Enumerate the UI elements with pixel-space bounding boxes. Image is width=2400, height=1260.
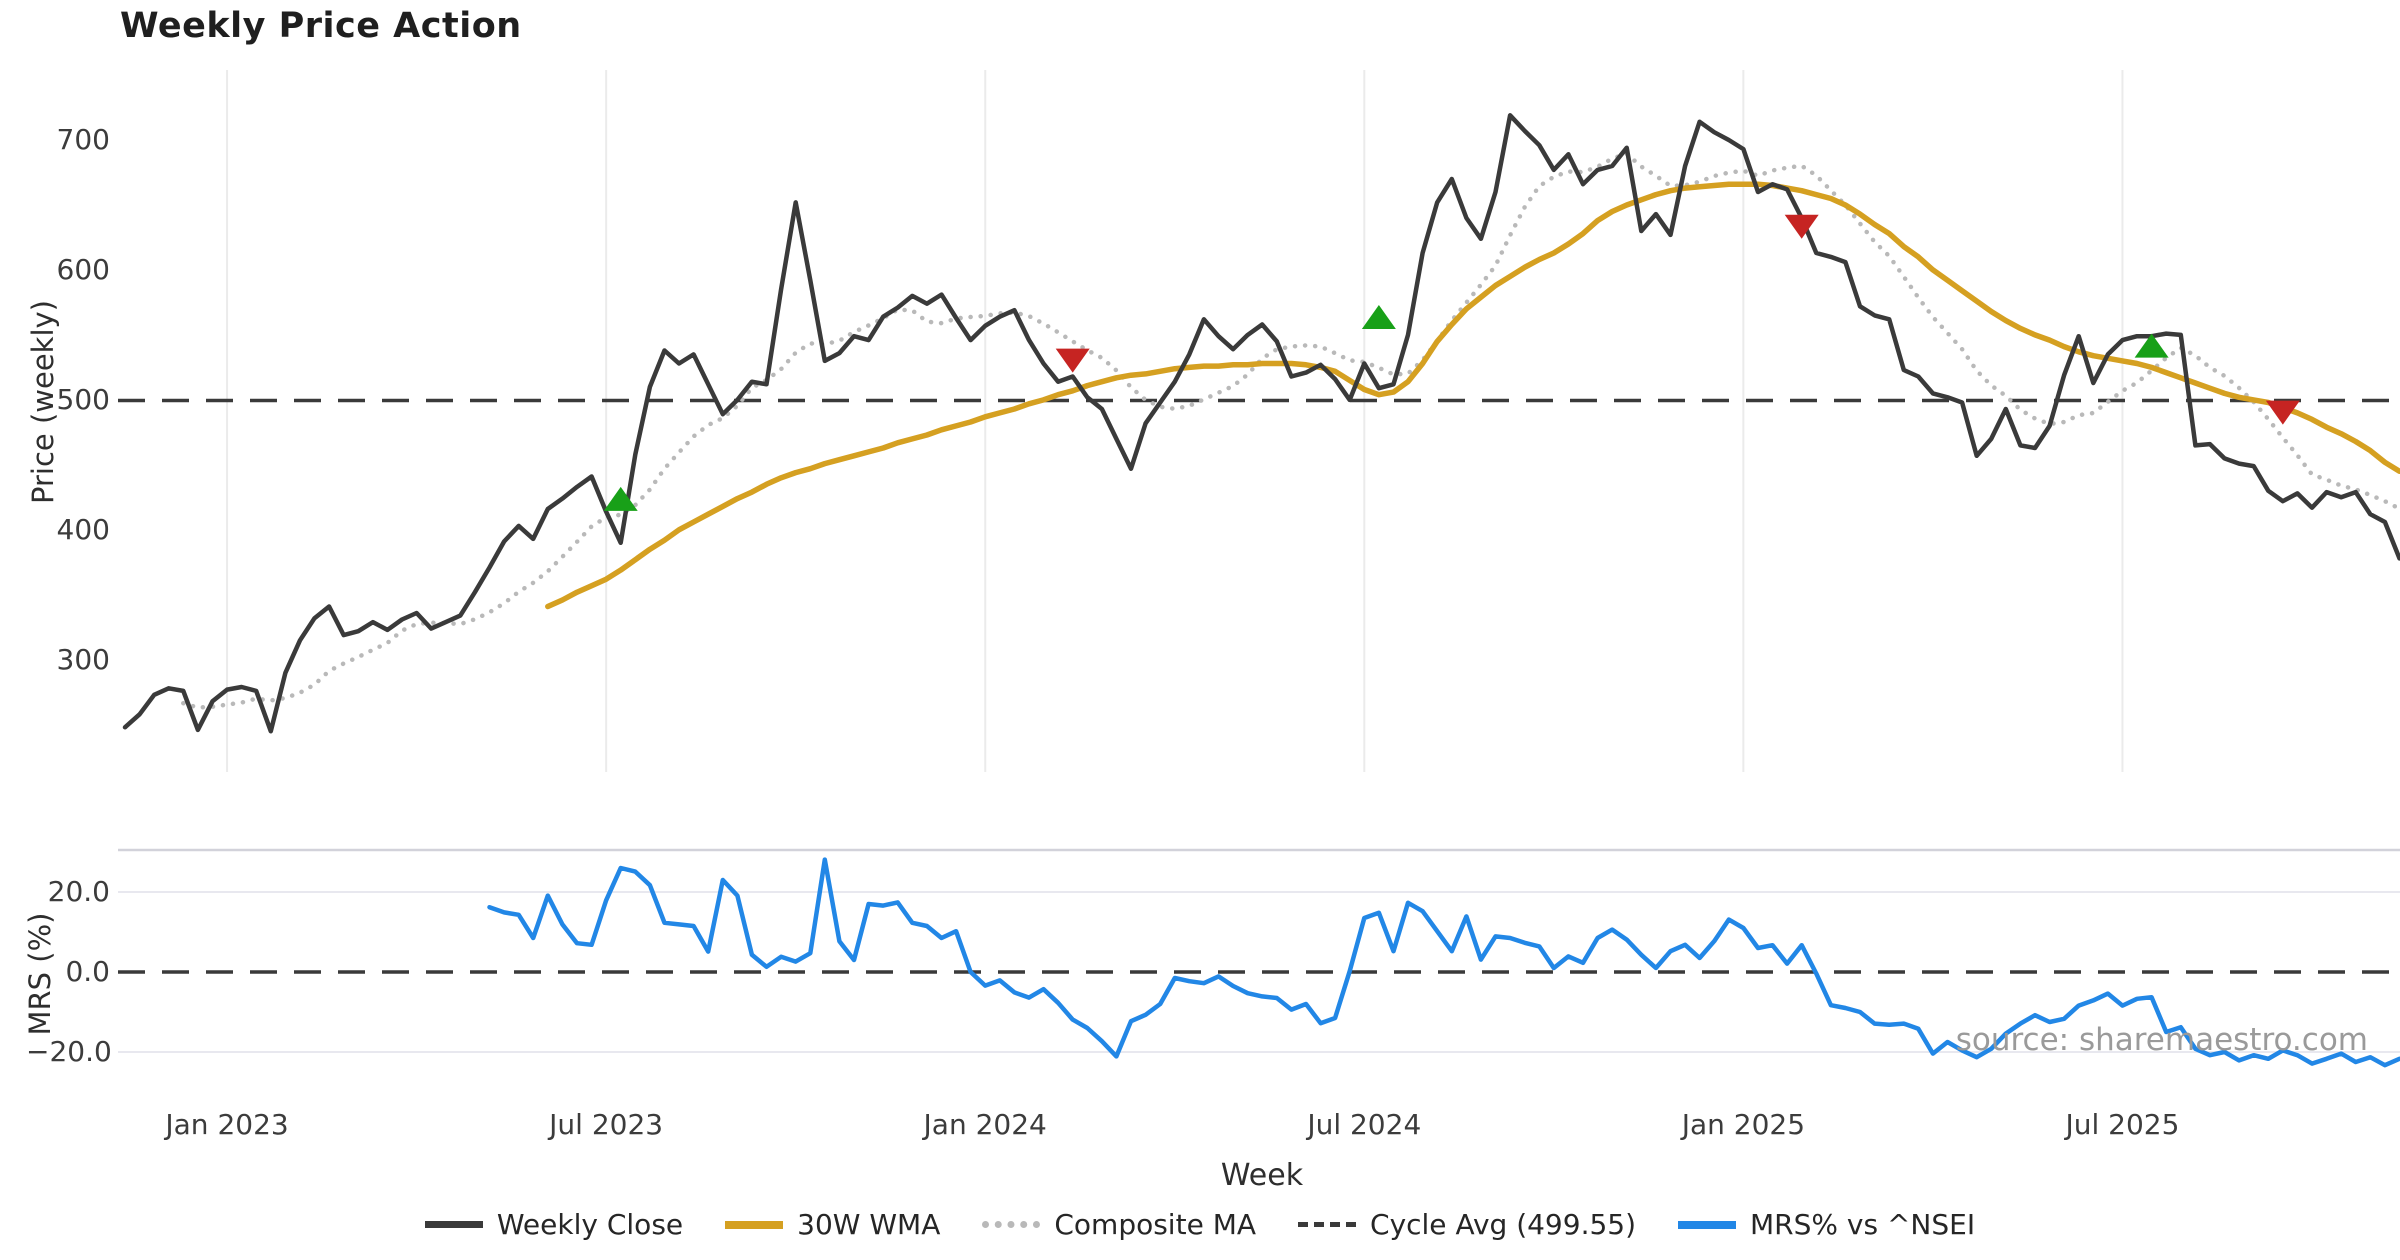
legend-item: Composite MA — [982, 1208, 1256, 1241]
price-ytick-label: 300 — [56, 642, 110, 676]
wma-line — [545, 181, 2400, 610]
price-ytick-label: 500 — [56, 382, 110, 416]
legend: Weekly Close 30W WMA Composite MA Cycle Avg… — [0, 1208, 2400, 1241]
legend-swatch-dotted-icon — [982, 1221, 1041, 1228]
x-axis-label: Week — [1220, 1158, 1304, 1193]
sell-signal-triangle — [2265, 400, 2300, 425]
x-tick-label: Jan 2023 — [165, 1108, 289, 1141]
chart-title: Weekly Price Action — [120, 6, 522, 46]
legend-label: Composite MA — [1054, 1208, 1257, 1241]
mrs-ytick-label: −20.0 — [26, 1035, 112, 1068]
legend-item: 30W WMA — [725, 1208, 940, 1241]
buy-signal-triangle — [1361, 305, 1396, 330]
mrs-line — [487, 857, 2400, 1068]
legend-swatch-thick-icon — [725, 1220, 784, 1229]
x-tick-label: Jul 2023 — [549, 1108, 664, 1141]
price-ytick-label: 600 — [56, 252, 110, 286]
sell-signal-triangle — [1784, 214, 1819, 239]
x-tick-label: Jan 2025 — [1681, 1108, 1806, 1141]
legend-label: MRS% vs ^NSEI — [1750, 1208, 1976, 1241]
legend-item: Cycle Avg (499.55) — [1298, 1208, 1636, 1241]
x-tick-label: Jul 2024 — [1307, 1108, 1422, 1141]
legend-item: Weekly Close — [424, 1208, 684, 1241]
mrs-axis-label: MRS (%) — [23, 912, 57, 1036]
composite-ma-line — [181, 151, 2400, 710]
buy-signal-triangle — [603, 486, 638, 511]
price-ytick-label: 400 — [56, 512, 110, 546]
buy-signal-triangle — [2134, 333, 2169, 358]
price-ytick-label: 700 — [56, 123, 110, 156]
legend-swatch-solid-icon — [424, 1221, 483, 1228]
legend-label: 30W WMA — [797, 1208, 941, 1241]
weekly-close-line — [122, 113, 2400, 734]
legend-label: Cycle Avg (499.55) — [1370, 1208, 1637, 1241]
legend-swatch-thick-icon — [1678, 1220, 1737, 1229]
sell-signal-triangle — [1055, 348, 1090, 373]
legend-item: MRS% vs ^NSEI — [1678, 1208, 1975, 1241]
mrs-ytick-label: 20.0 — [47, 875, 110, 908]
legend-label: Weekly Close — [496, 1208, 684, 1241]
watermark: source: sharemaestro.com — [1955, 1022, 2368, 1058]
x-tick-label: Jul 2025 — [2065, 1108, 2180, 1141]
price-axis-label: Price (weekly) — [26, 300, 60, 505]
x-tick-label: Jan 2024 — [923, 1108, 1047, 1141]
mrs-ytick-label: 0.0 — [65, 955, 110, 988]
legend-swatch-dashed-icon — [1298, 1222, 1357, 1227]
